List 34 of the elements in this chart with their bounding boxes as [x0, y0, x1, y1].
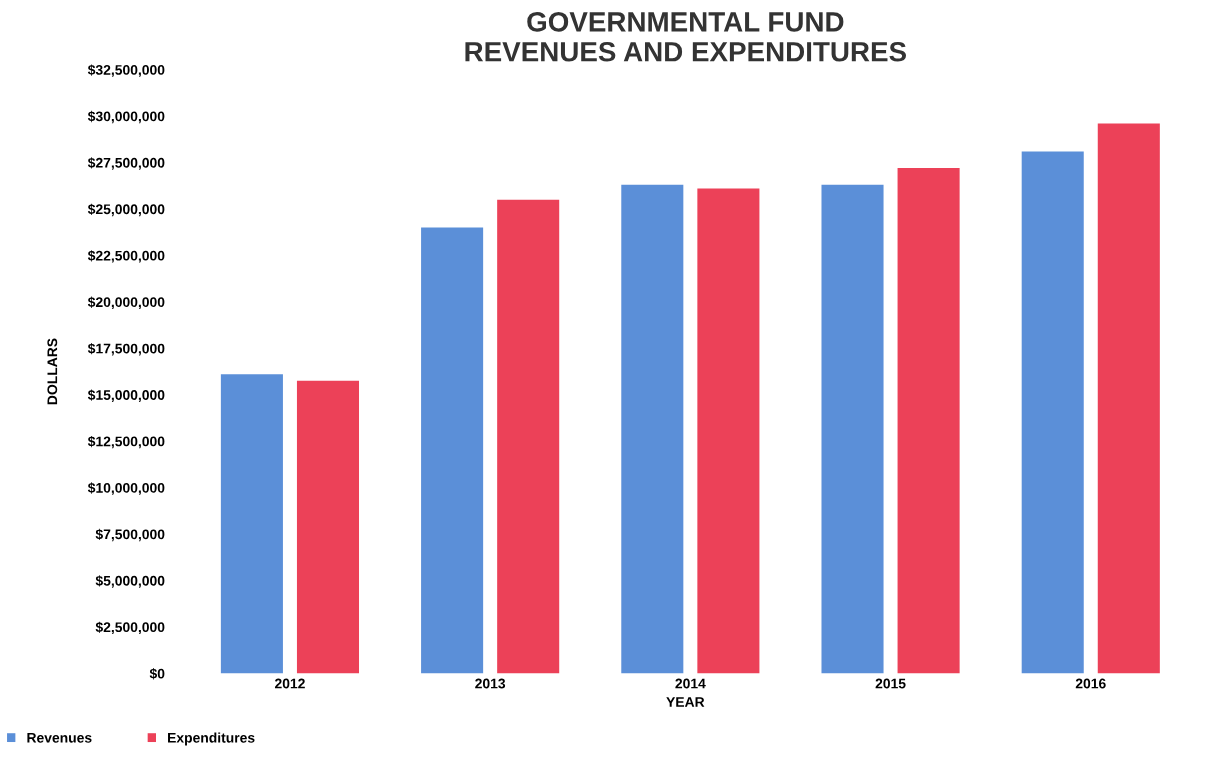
y-tick-label: $20,000,000	[87, 296, 165, 310]
chart-title: GOVERNMENTAL FUND REVENUES AND EXPENDITURES	[465, 12, 906, 62]
legend-label: Revenues	[27, 732, 92, 743]
y-tick-label: $5,000,000	[95, 575, 165, 588]
bar	[421, 227, 484, 674]
y-tick-label: $30,000,000	[87, 110, 165, 124]
x-tick-label: 2013	[475, 678, 506, 689]
y-tick-label: $15,000,000	[87, 389, 165, 402]
x-axis-title: YEAR	[666, 697, 705, 707]
bar	[697, 188, 760, 674]
y-tick-label: $2,500,000	[95, 621, 165, 635]
y-tick-label: $25,000,000	[87, 203, 165, 217]
y-tick-label: $7,500,000	[95, 528, 165, 542]
x-tick-label: 2015	[875, 678, 906, 689]
y-tick-label: $12,500,000	[87, 435, 165, 449]
x-tick-label: 2014	[675, 678, 706, 689]
bar	[1021, 151, 1084, 674]
bar	[497, 199, 560, 674]
bar	[1097, 123, 1160, 674]
y-tick-label: $32,500,000	[87, 64, 165, 77]
y-axis-title: DOLLARS	[47, 338, 58, 405]
bar	[621, 184, 684, 674]
bar	[296, 380, 360, 674]
y-tick-label: $17,500,000	[87, 343, 165, 356]
legend-label: Expenditures	[168, 732, 255, 746]
x-tick-label: 2016	[1075, 678, 1106, 689]
bar	[821, 184, 884, 674]
bar	[897, 168, 960, 674]
y-tick-label: $22,500,000	[87, 250, 165, 263]
y-tick-label: $0	[149, 668, 165, 680]
y-tick-label: $27,500,000	[87, 157, 165, 170]
x-tick-label: 2012	[274, 678, 305, 689]
bar	[220, 374, 283, 674]
y-tick-label: $10,000,000	[87, 482, 165, 495]
